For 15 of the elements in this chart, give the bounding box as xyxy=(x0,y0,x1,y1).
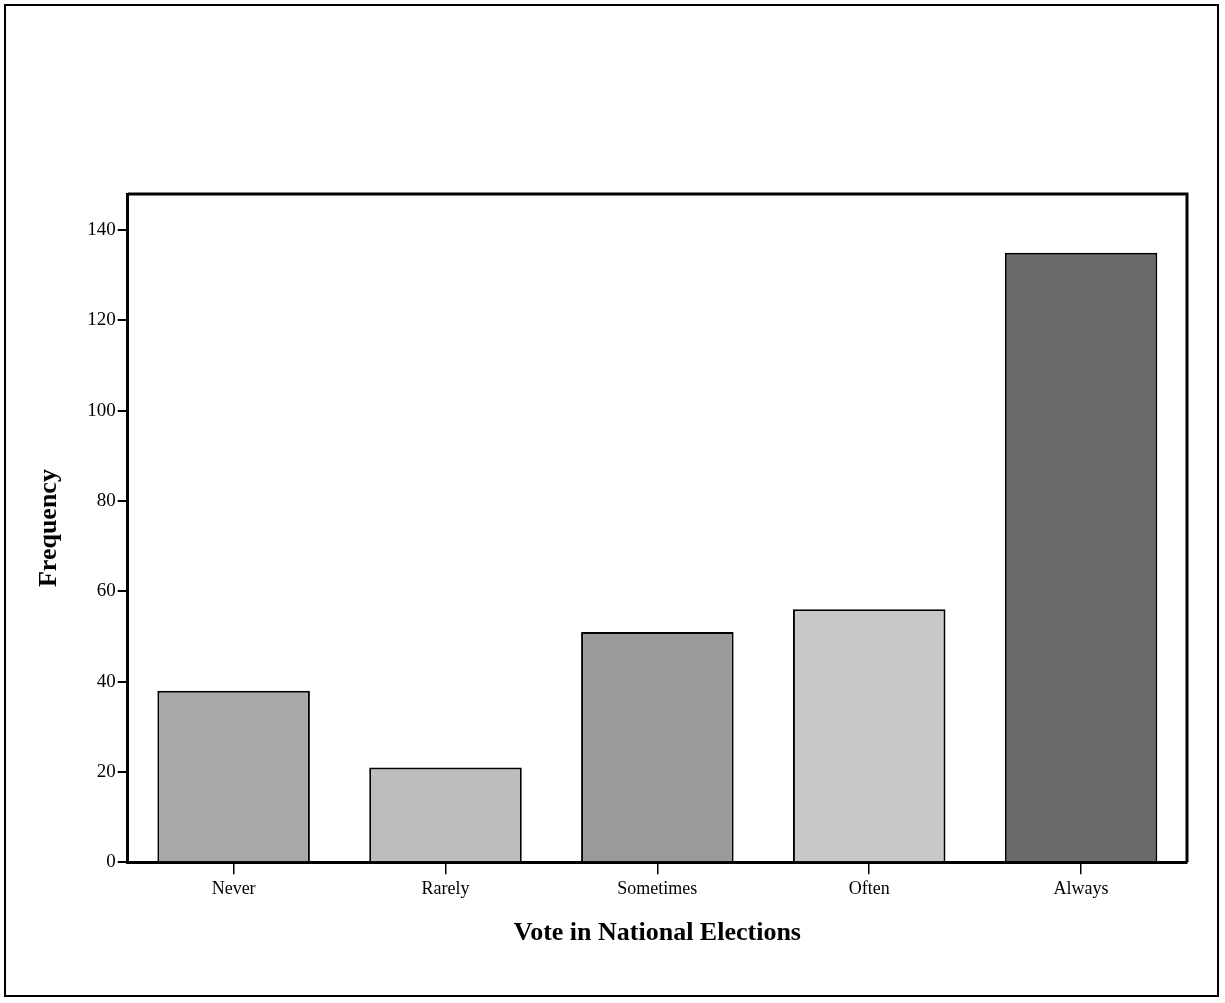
x-tick-label: Rarely xyxy=(421,877,470,898)
y-tick-label: 40 xyxy=(96,669,116,691)
x-tick-label: Sometimes xyxy=(617,877,698,898)
y-tick-label: 0 xyxy=(106,850,116,872)
y-tick-label: 100 xyxy=(87,398,116,420)
y-tick-label: 140 xyxy=(87,218,116,240)
y-tick-label: 20 xyxy=(96,759,116,781)
x-tick-label: Never xyxy=(211,877,256,898)
y-axis-title: Frequency xyxy=(33,469,63,588)
x-axis-title: Vote in National Elections xyxy=(513,917,801,947)
y-tick-label: 60 xyxy=(96,579,116,601)
y-tick-label: 120 xyxy=(87,308,116,330)
x-tick-label: Always xyxy=(1053,877,1109,898)
x-tick-label: Often xyxy=(848,877,890,898)
y-tick-label: 80 xyxy=(96,489,116,510)
